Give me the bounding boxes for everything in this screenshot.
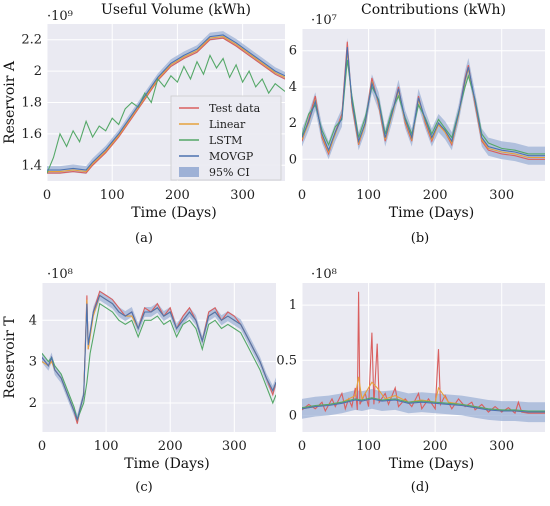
y-tick-label: 1.6	[21, 127, 42, 142]
x-tick-label: 100	[356, 439, 381, 454]
scale-label: ·10⁸	[311, 267, 337, 282]
y-tick-label: 4	[29, 313, 37, 328]
x-tick-label: 100	[94, 439, 119, 454]
series-line-movgp	[42, 294, 276, 422]
x-tick-label: 200	[423, 188, 448, 203]
series-line-lstm	[47, 54, 285, 174]
y-tick-label: 2	[29, 396, 37, 411]
panel-caption: (b)	[411, 231, 429, 246]
x-tick-label: 300	[222, 439, 247, 454]
chart-title: Useful Volume (kWh)	[101, 2, 251, 18]
y-axis-label: Reservoir A	[2, 60, 18, 144]
legend-entry: Linear	[209, 118, 246, 131]
chart-title: Contributions (kWh)	[361, 2, 506, 18]
y-tick-label: 6	[289, 44, 297, 59]
legend-box	[170, 95, 282, 181]
series-line-movgp	[302, 47, 545, 157]
x-tick-label: 200	[423, 439, 448, 454]
y-tick-label: 0	[289, 152, 297, 167]
series-line-lstm	[302, 397, 545, 412]
y-tick-label: 0.5	[276, 353, 297, 368]
x-tick-label: 0	[298, 439, 306, 454]
panel-caption: (a)	[135, 231, 153, 246]
x-tick-label: 100	[100, 188, 125, 203]
scale-label: ·10⁷	[311, 13, 337, 28]
series-line-test-data	[42, 290, 276, 424]
panel-a: 0 100 200 300 1.4 1.6 1.8 2 2.2 ·10⁹ Useful Volume…	[2, 2, 285, 246]
panel-caption: (d)	[411, 480, 429, 495]
series-line-movgp	[47, 34, 285, 171]
x-tick-label: 300	[230, 188, 255, 203]
x-tick-label: 200	[165, 188, 190, 203]
y-tick-label: 4	[289, 80, 297, 95]
x-axis-label: Time (Days)	[389, 205, 474, 221]
x-tick-label: 300	[489, 188, 514, 203]
series-line-test-data	[302, 291, 545, 415]
legend: Test data Linear LSTM MOVGP 95% CI	[170, 95, 282, 181]
y-tick-label: 1	[289, 298, 297, 313]
legend-entry: LSTM	[209, 134, 242, 147]
y-tick-label: 2	[34, 64, 42, 79]
y-tick-label: 2.2	[21, 33, 42, 48]
x-tick-label: 0	[298, 188, 306, 203]
panel-caption: (c)	[135, 480, 152, 495]
x-axis-label: Time (Days)	[124, 456, 209, 472]
panel-c: 0 100 200 300 2 3 4 ·10⁸ Time (Days) Reservoir T (…	[2, 267, 276, 495]
x-axis-label: Time (Days)	[131, 205, 216, 221]
x-tick-label: 0	[38, 439, 46, 454]
y-tick-label: 1.8	[21, 96, 42, 111]
x-tick-label: 100	[356, 188, 381, 203]
y-axis-label: Reservoir T	[2, 316, 18, 399]
y-tick-label: 2	[289, 116, 297, 131]
scale-label: ·10⁹	[47, 9, 73, 24]
y-tick-label: 3	[29, 355, 37, 370]
x-tick-label: 300	[489, 439, 514, 454]
series-line-linear	[47, 36, 285, 173]
legend-entry: MOVGP	[209, 150, 254, 163]
panel-b: 0 100 200 300 0 2 4 6 ·10⁷ Contributions (kWh) Tim…	[289, 2, 545, 246]
scale-label: ·10⁸	[47, 267, 73, 282]
x-tick-label: 0	[43, 188, 51, 203]
x-tick-label: 200	[158, 439, 183, 454]
x-axis-label: Time (Days)	[389, 456, 474, 472]
series-line-test-data	[47, 37, 285, 174]
series-line-movgp	[302, 398, 545, 413]
y-tick-label: 1.4	[21, 158, 42, 173]
legend-entry: 95% CI	[209, 166, 250, 179]
panel-d: 0 100 200 300 0 0.5 1 ·10⁸ Time (Days) (d)	[276, 267, 545, 495]
legend-swatch-ci	[179, 167, 199, 177]
legend-entry: Test data	[209, 102, 261, 115]
y-tick-label: 0	[289, 408, 297, 423]
